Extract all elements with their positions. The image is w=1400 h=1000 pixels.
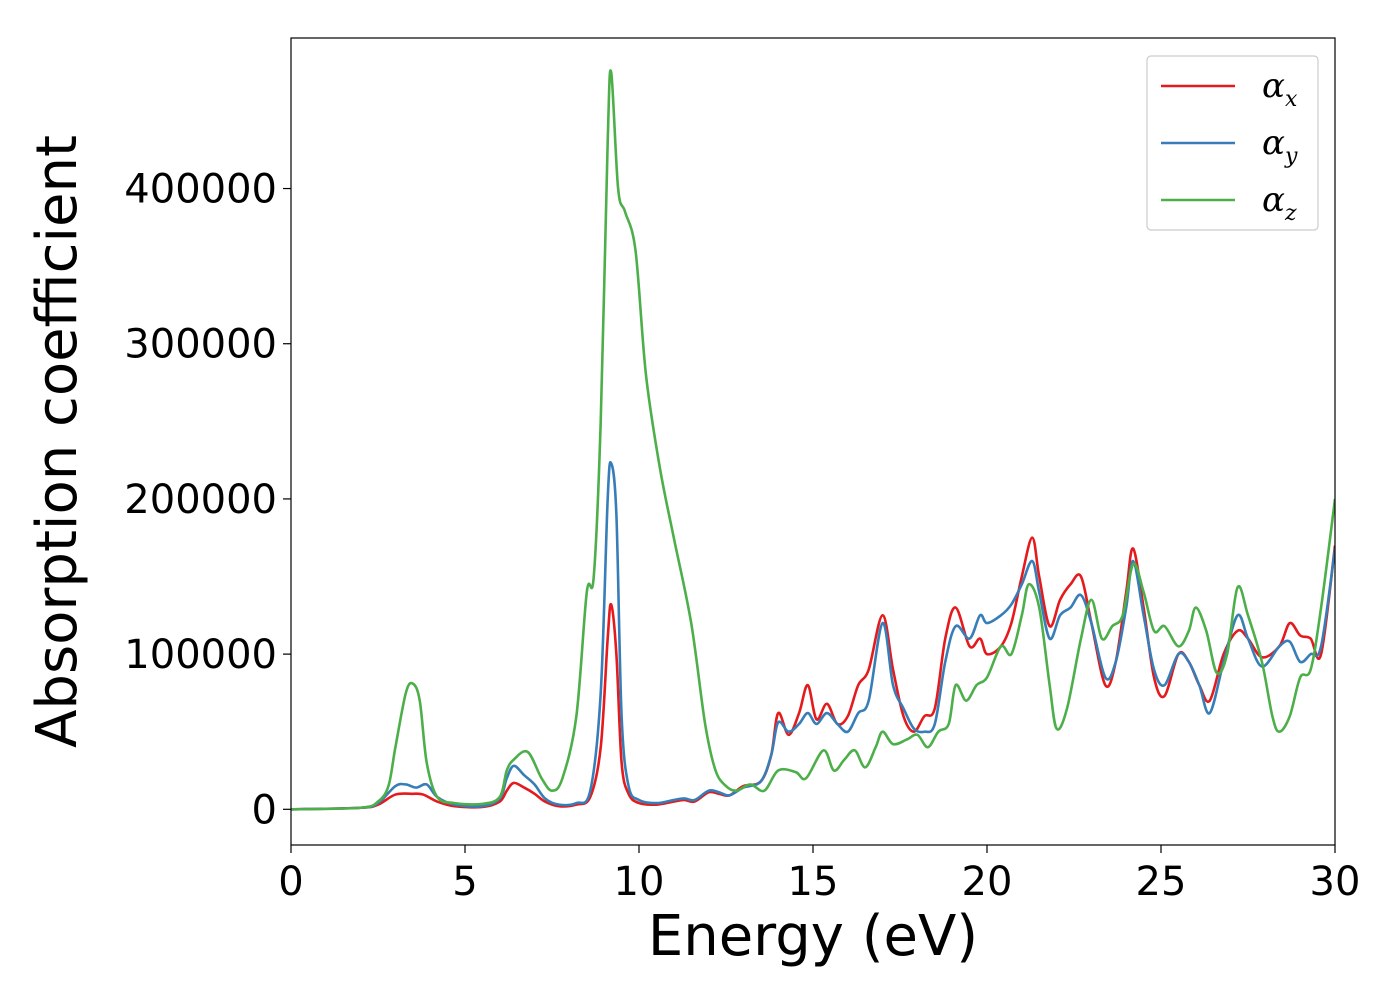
x-axis-ticks: 0 5 10 15 20 25 30 — [278, 845, 1360, 905]
x-tick-label: 0 — [278, 859, 303, 905]
series-layer — [291, 69, 1335, 811]
x-tick-label: 15 — [788, 859, 839, 905]
series-line-alpha-x — [291, 536, 1335, 811]
legend-label-x: αx — [1262, 66, 1298, 112]
y-tick-label: 100000 — [124, 632, 277, 678]
legend-label-y: αy — [1262, 123, 1298, 169]
legend-subscript: y — [1284, 144, 1298, 169]
x-tick-label: 30 — [1310, 859, 1361, 905]
x-tick-label: 5 — [452, 859, 477, 905]
legend-subscript: z — [1284, 201, 1297, 226]
y-tick-label: 200000 — [124, 477, 277, 523]
legend-subscript: x — [1285, 87, 1298, 112]
y-axis-ticks: 0 100000 200000 300000 400000 — [124, 167, 291, 833]
y-tick-label: 400000 — [124, 167, 277, 213]
x-tick-label: 25 — [1136, 859, 1187, 905]
series-line-alpha-y — [291, 461, 1335, 811]
legend-label-z: αz — [1262, 180, 1297, 226]
x-tick-label: 10 — [614, 859, 665, 905]
x-axis-label: Energy (eV) — [648, 904, 978, 969]
legend-symbol: α — [1262, 123, 1285, 163]
series-line-alpha-z — [291, 69, 1335, 811]
x-tick-label: 20 — [962, 859, 1013, 905]
y-tick-label: 0 — [252, 787, 277, 833]
y-axis-label: Absorption coefficient — [25, 135, 90, 748]
legend-symbol: α — [1262, 66, 1285, 106]
y-tick-label: 300000 — [124, 322, 277, 368]
legend-symbol: α — [1262, 180, 1285, 220]
